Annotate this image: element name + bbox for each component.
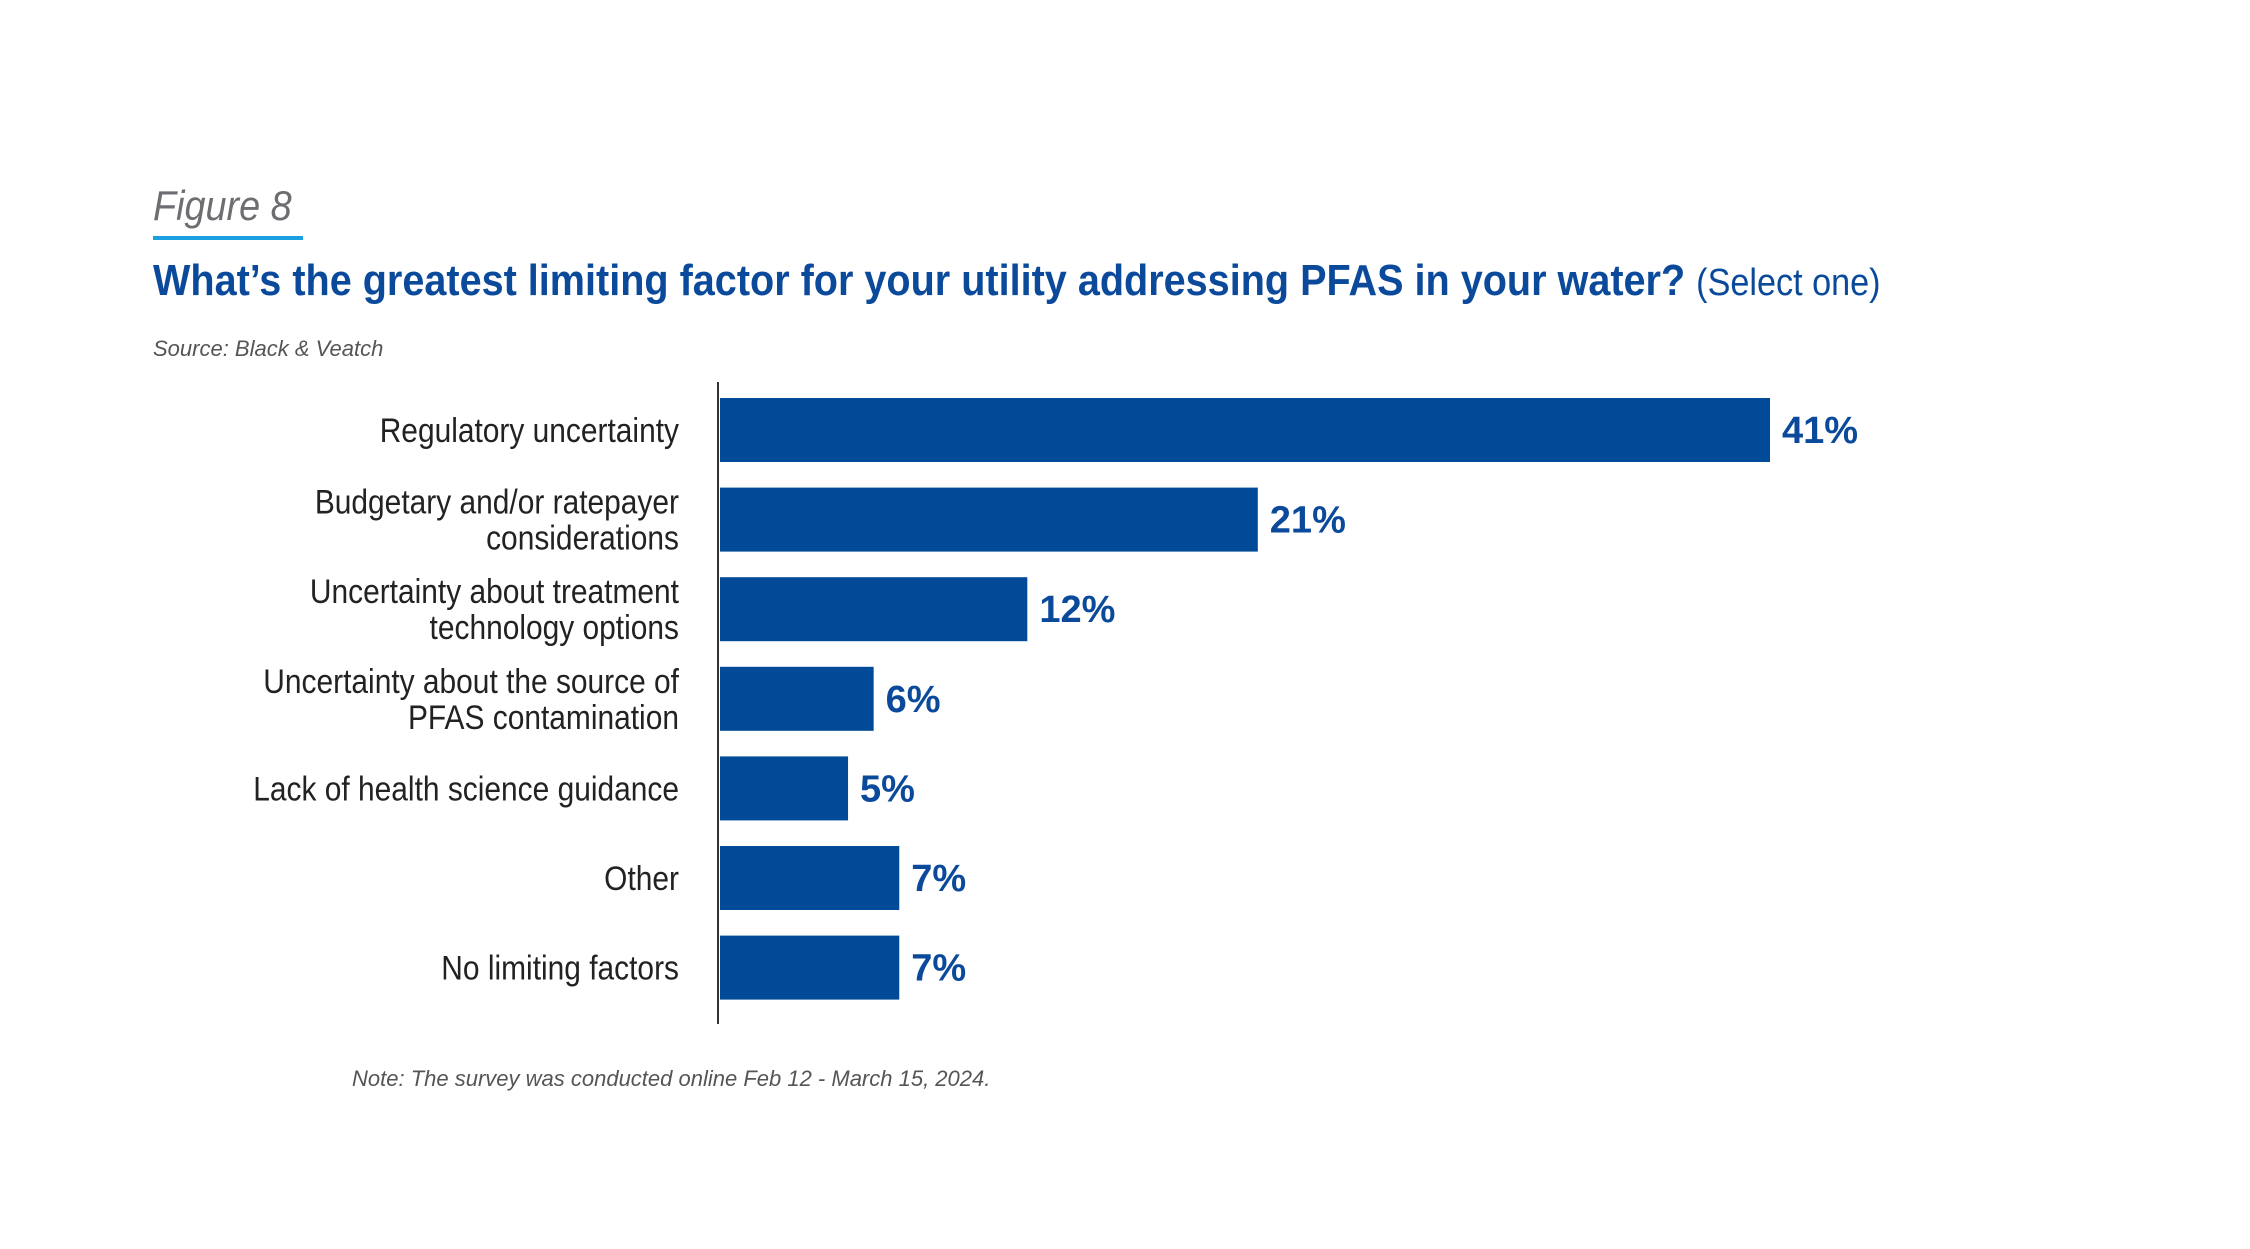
value-label: 6% xyxy=(886,679,941,721)
category-label: considerations xyxy=(486,519,679,557)
chart-title-text: What’s the greatest limiting factor for … xyxy=(153,256,1686,305)
category-label: Other xyxy=(604,859,679,897)
category-label: Budgetary and/or ratepayer xyxy=(315,483,679,521)
chart-subtitle: (Select one) xyxy=(1696,262,1881,304)
value-label: 41% xyxy=(1782,410,1858,452)
value-label: 7% xyxy=(911,858,966,900)
value-label: 5% xyxy=(860,768,915,810)
bar xyxy=(720,487,1258,552)
category-label: PFAS contamination xyxy=(408,698,679,736)
bar xyxy=(720,398,1770,462)
bar xyxy=(720,756,849,821)
figure-underline xyxy=(153,236,303,240)
value-label: 12% xyxy=(1039,589,1115,631)
category-label: Uncertainty about treatment xyxy=(310,572,679,610)
category-label: technology options xyxy=(430,608,679,646)
bar xyxy=(720,846,900,910)
value-label: 7% xyxy=(911,948,966,990)
category-label: Regulatory uncertainty xyxy=(380,411,679,449)
source-text: Source: Black & Veatch xyxy=(153,336,384,361)
category-label: Uncertainty about the source of xyxy=(263,662,679,700)
chart-title: What’s the greatest limiting factor for … xyxy=(153,256,1881,306)
category-label: No limiting factors xyxy=(441,949,679,987)
category-label: Lack of health science guidance xyxy=(253,770,679,808)
bar xyxy=(720,935,900,1000)
note-text: Note: The survey was conducted online Fe… xyxy=(352,1066,991,1091)
bar xyxy=(720,577,1028,642)
figure-label: Figure 8 xyxy=(153,182,292,229)
value-label: 21% xyxy=(1270,500,1346,542)
bar xyxy=(720,666,874,731)
